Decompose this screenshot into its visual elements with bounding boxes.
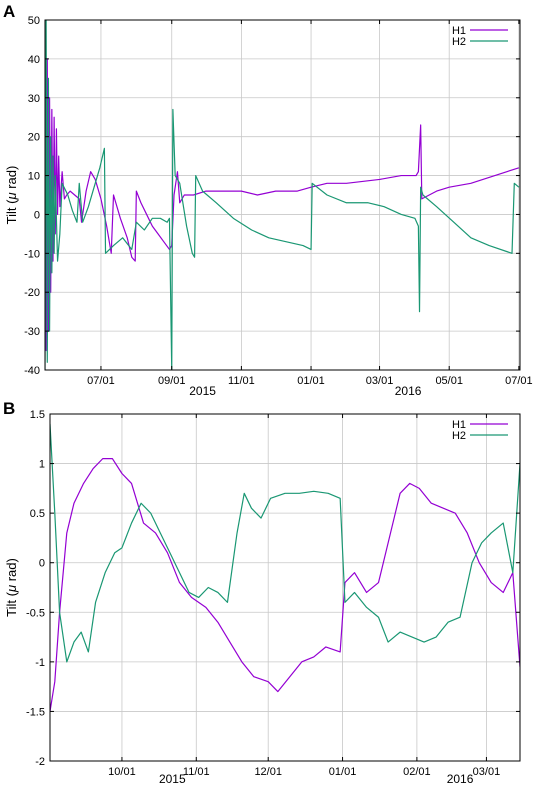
panel-a: A -40 -30 -20 -10 0 10 20 30 40 50 07/01 09/01 11/01… xyxy=(3,2,533,398)
y-tick-label: 50 xyxy=(28,15,40,27)
x-tick-label: 01/01 xyxy=(297,375,325,387)
y-axis-title-suffix: rad) xyxy=(4,166,19,193)
legend-label-h2: H2 xyxy=(452,430,466,442)
y-tick-label: 0 xyxy=(34,209,40,221)
x-tick-label: 03/01 xyxy=(473,766,501,778)
year-label: 2016 xyxy=(447,772,474,786)
y-tick-label: -20 xyxy=(24,287,40,299)
panel-a-grid xyxy=(45,19,520,371)
x-tick-label: 03/01 xyxy=(366,375,394,387)
y-axis-title-mu: μ xyxy=(4,585,19,593)
panel-b: B -2 -1.5 -1 -0.5 0 0.5 1 1.5 10/01 11/01 12/01 01/… xyxy=(3,399,521,786)
y-tick-label: -40 xyxy=(24,365,40,377)
y-tick-label: -2 xyxy=(35,756,45,768)
y-axis-title-prefix: Tilt ( xyxy=(4,591,19,616)
y-tick-label: 30 xyxy=(28,93,40,105)
year-label: 2015 xyxy=(189,384,216,398)
x-tick-label: 02/01 xyxy=(403,766,431,778)
y-tick-label: 0 xyxy=(39,558,45,570)
y-axis-title-mu: μ xyxy=(4,192,19,200)
y-tick-label: -1 xyxy=(35,657,45,669)
legend-label-h2: H2 xyxy=(452,36,466,48)
year-label: 2015 xyxy=(159,772,186,786)
x-tick-label: 11/01 xyxy=(228,375,255,387)
y-tick-label: 10 xyxy=(28,171,40,183)
panel-b-series xyxy=(50,423,520,712)
legend-label-h1: H1 xyxy=(452,419,466,431)
y-tick-label: 0.5 xyxy=(30,508,45,520)
x-tick-label: 12/01 xyxy=(254,766,282,778)
y-axis-title-suffix: rad) xyxy=(4,558,19,585)
panel-b-y-axis-title: Tilt (μ rad) xyxy=(4,558,19,617)
series-line-h2 xyxy=(50,423,520,663)
x-tick-label: 05/01 xyxy=(435,375,463,387)
series-line-h1 xyxy=(50,458,520,712)
y-tick-label: 1 xyxy=(39,459,45,471)
panel-letter-b: B xyxy=(3,399,15,418)
x-tick-label: 01/01 xyxy=(329,766,357,778)
series-line-h2 xyxy=(45,20,520,370)
x-tick-label: 10/01 xyxy=(108,766,136,778)
year-label: 2016 xyxy=(395,384,422,398)
y-tick-label: -30 xyxy=(24,326,40,338)
panel-a-plot-frame xyxy=(44,19,521,371)
panel-a-y-axis-title: Tilt (μ rad) xyxy=(4,166,19,225)
panel-a-series xyxy=(45,20,520,370)
y-tick-label: 1.5 xyxy=(30,409,45,421)
y-tick-label: -1.5 xyxy=(26,706,45,718)
y-tick-label: -0.5 xyxy=(26,607,45,619)
y-tick-label: -10 xyxy=(24,248,40,260)
series-line-h1 xyxy=(45,20,520,352)
y-axis-title-prefix: Tilt ( xyxy=(4,199,19,224)
panel-b-plot-frame xyxy=(49,413,521,762)
x-tick-label: 11/01 xyxy=(183,766,210,778)
y-tick-label: 20 xyxy=(28,132,40,144)
panel-b-grid xyxy=(50,413,520,762)
x-tick-label: 07/01 xyxy=(505,375,533,387)
panel-letter-a: A xyxy=(3,2,15,21)
legend-label-h1: H1 xyxy=(452,25,466,37)
y-tick-label: 40 xyxy=(28,54,40,66)
x-tick-label: 09/01 xyxy=(158,375,186,387)
x-tick-label: 07/01 xyxy=(87,375,115,387)
